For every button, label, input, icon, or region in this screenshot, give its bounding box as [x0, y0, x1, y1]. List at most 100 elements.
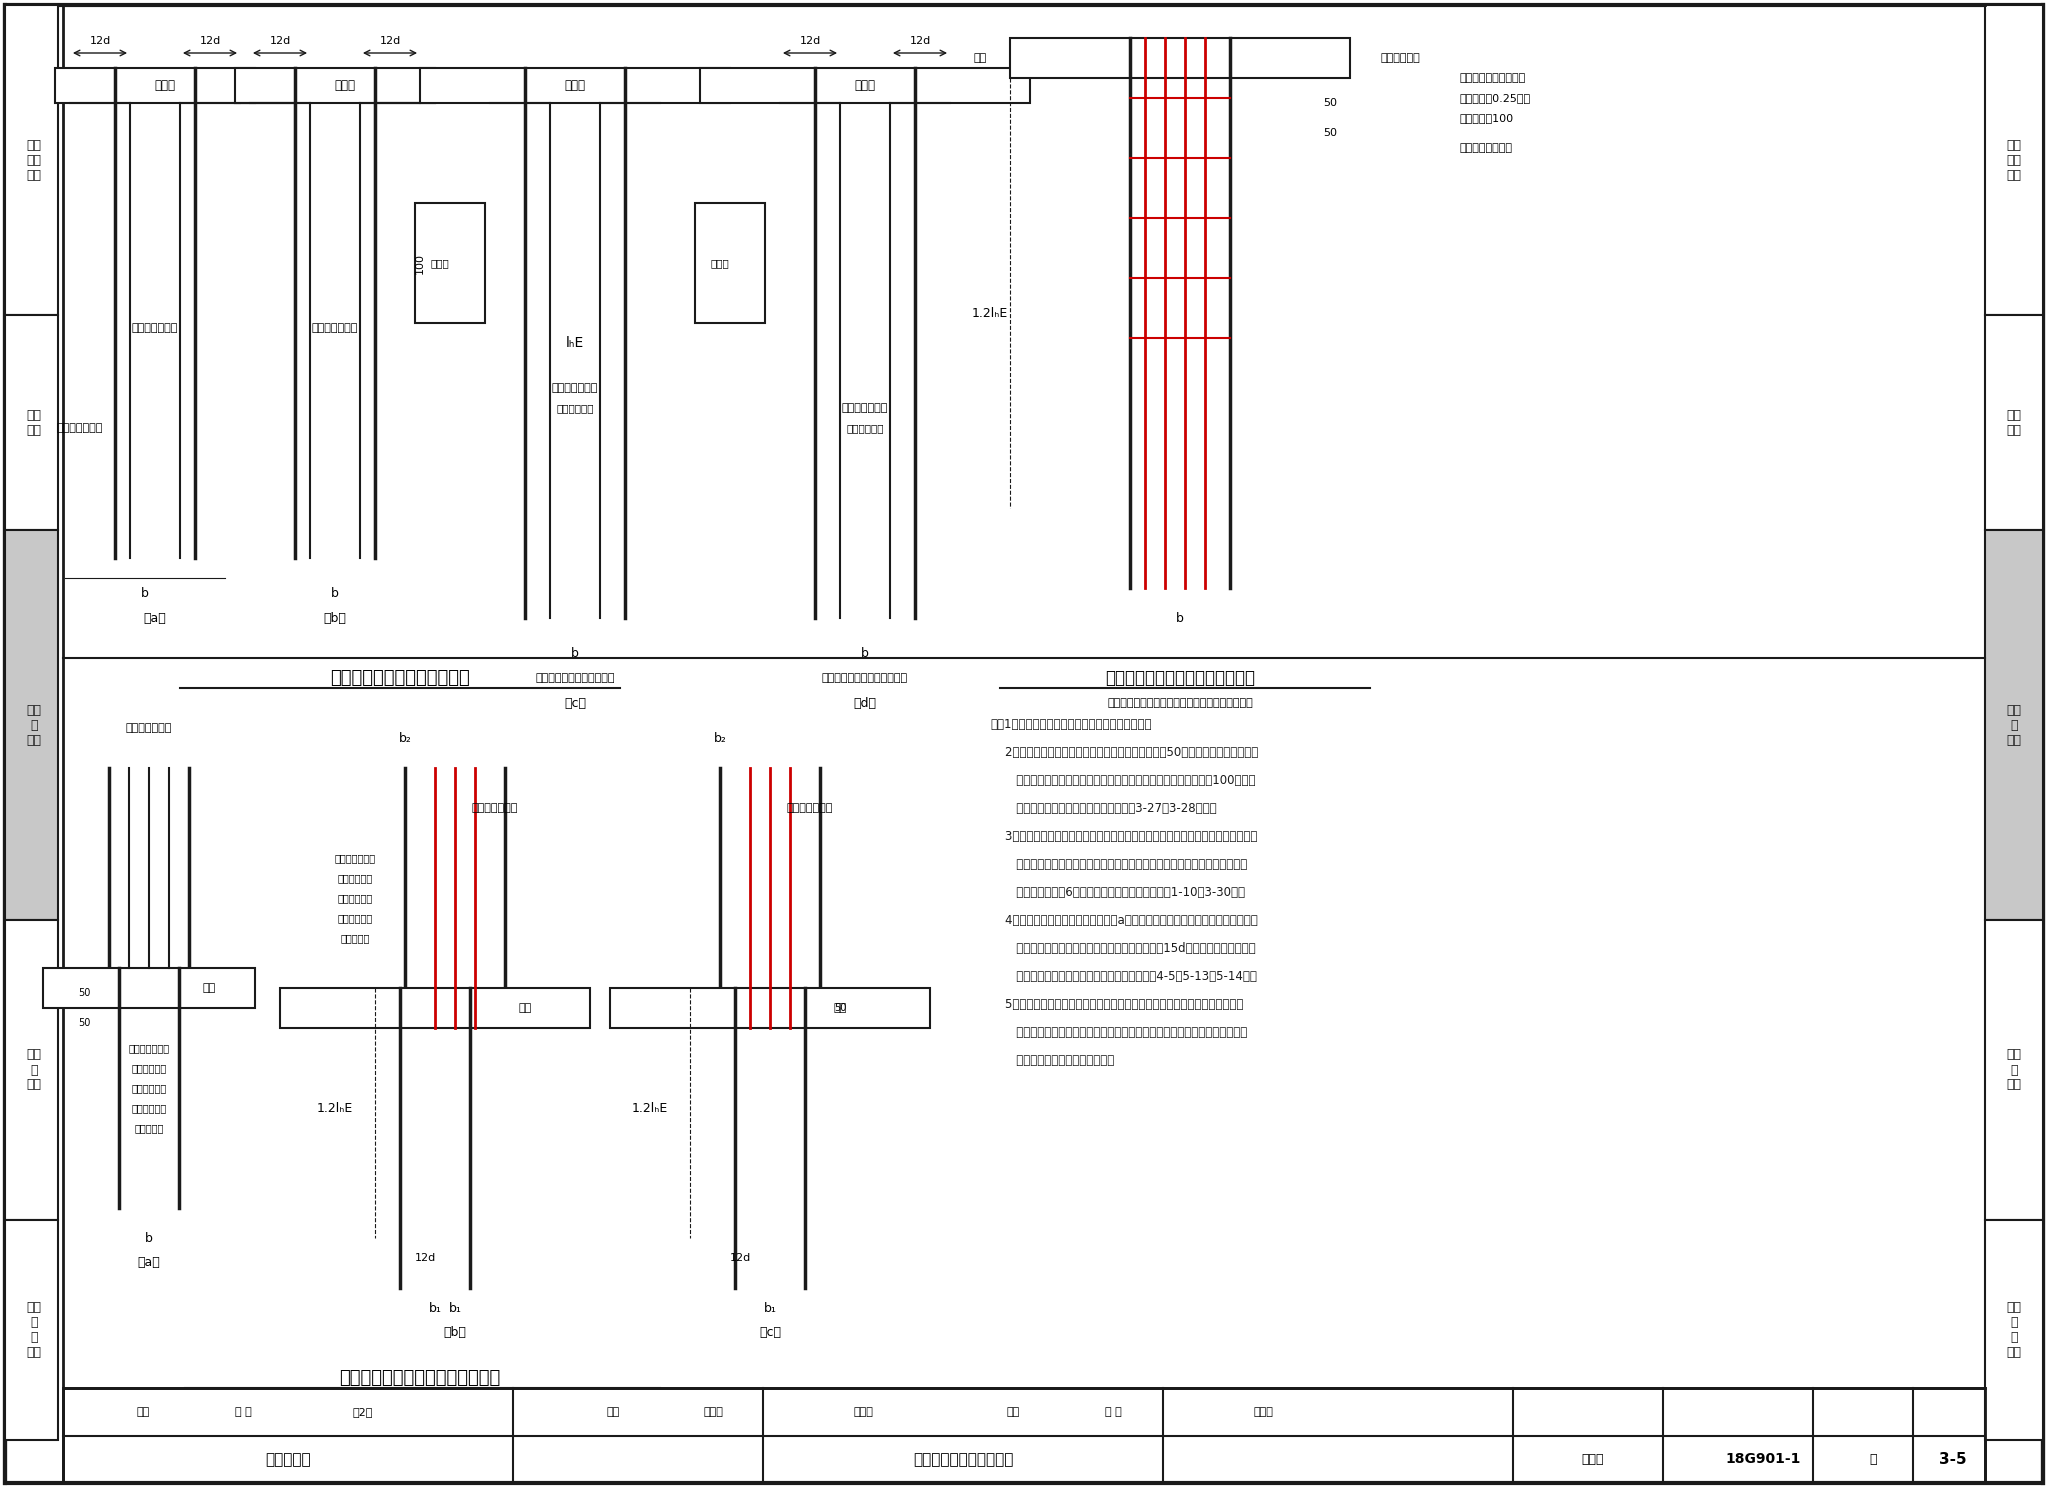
Text: 竖向钢筋搭接传力时，剪力墙外侧竖向钢筋弯折15d。楼（屋）面板与剪力: 竖向钢筋搭接传力时，剪力墙外侧竖向钢筋弯折15d。楼（屋）面板与剪力 — [989, 942, 1255, 955]
Bar — [4, 530, 57, 920]
Text: （不含端柱）: （不含端柱） — [557, 403, 594, 414]
Text: 边缘构件或墙身: 边缘构件或墙身 — [471, 804, 518, 812]
Bar — [55, 68, 256, 103]
Text: 位置不变，地: 位置不变，地 — [131, 1083, 166, 1094]
Text: 墙体外侧钢筋: 墙体外侧钢筋 — [131, 1062, 166, 1073]
Text: 室外地面位置，: 室外地面位置， — [334, 853, 375, 863]
Text: 剪力墙竖向钢筋构造详图: 剪力墙竖向钢筋构造详图 — [913, 1452, 1014, 1467]
Text: 室外地面位置，: 室外地面位置， — [129, 1043, 170, 1054]
Text: 图集号: 图集号 — [1581, 1452, 1604, 1466]
Bar — [420, 68, 729, 103]
Text: 间距不大于100: 间距不大于100 — [1460, 113, 1513, 124]
Text: 5．当剪力墙外侧剪室外地面上、下位置墙身尺寸不变，仅地面以下墙体混凝: 5．当剪力墙外侧剪室外地面上、下位置墙身尺寸不变，仅地面以下墙体混凝 — [989, 998, 1243, 1010]
Text: 12d: 12d — [199, 36, 221, 46]
Text: 1.2lₕE: 1.2lₕE — [317, 1101, 352, 1115]
Text: b: b — [141, 586, 150, 600]
Text: 屋面板: 屋面板 — [854, 79, 874, 92]
Text: 楼板: 楼板 — [203, 984, 215, 992]
Text: （梁高度满足直锚要求时）: （梁高度满足直锚要求时） — [535, 673, 614, 683]
Text: b₁: b₁ — [449, 1302, 461, 1314]
Text: 墙体外侧钢筋: 墙体外侧钢筋 — [338, 873, 373, 882]
Text: b: b — [332, 586, 338, 600]
Bar — [63, 1388, 1985, 1484]
Text: 边缘构件或墙身: 边缘构件或墙身 — [551, 382, 598, 393]
Bar — [43, 969, 256, 1007]
Bar — [4, 315, 57, 530]
Text: b: b — [1176, 612, 1184, 625]
Text: 50: 50 — [78, 988, 90, 998]
Text: 边缘构件或墙身: 边缘构件或墙身 — [786, 804, 834, 812]
Text: （梁高度不满足直锚要求时）: （梁高度不满足直锚要求时） — [821, 673, 907, 683]
Text: 剪力墙上起边缘构件纵筋排布构造: 剪力墙上起边缘构件纵筋排布构造 — [1106, 670, 1255, 687]
Text: 无梁
楼
盖
部分: 无梁 楼 盖 部分 — [2007, 1301, 2021, 1359]
Text: 保护层加厚: 保护层加厚 — [340, 933, 371, 943]
Text: 12d: 12d — [379, 36, 401, 46]
Bar — [4, 920, 57, 1220]
Text: 剪力墙竖向钢筋顶部构造详图: 剪力墙竖向钢筋顶部构造详图 — [330, 670, 469, 687]
Text: 12d: 12d — [90, 36, 111, 46]
Text: 楼板: 楼板 — [834, 1003, 846, 1013]
Bar — [1010, 39, 1350, 77]
Bar — [1985, 920, 2044, 1220]
Bar — [700, 68, 1030, 103]
Bar — [694, 202, 766, 323]
Text: （b）: （b） — [324, 612, 346, 625]
Text: 最上一排拉结筋位于层顶部板底（梁底）以下第一排水平分布筋位置处，拉: 最上一排拉结筋位于层顶部板底（梁底）以下第一排水平分布筋位置处，拉 — [989, 859, 1247, 870]
Text: 12d: 12d — [414, 1253, 436, 1263]
Text: 刘 簇: 刘 簇 — [236, 1406, 252, 1417]
Text: b: b — [571, 646, 580, 659]
Text: 18G901-1: 18G901-1 — [1724, 1452, 1800, 1466]
Text: 边框梁: 边框梁 — [430, 257, 449, 268]
Text: 一山川: 一山川 — [1253, 1406, 1274, 1417]
Text: 审核: 审核 — [137, 1406, 150, 1417]
Bar — [4, 4, 57, 315]
Text: 无梁
楼
盖
部分: 无梁 楼 盖 部分 — [27, 1301, 41, 1359]
Text: 一般
构造
要求: 一般 构造 要求 — [27, 138, 41, 182]
Text: b₂: b₂ — [399, 732, 412, 744]
Text: b: b — [145, 1232, 154, 1244]
Text: b₁: b₁ — [428, 1302, 442, 1314]
Text: 1.2lₕE: 1.2lₕE — [633, 1101, 668, 1115]
Text: 50: 50 — [1323, 98, 1337, 109]
Text: 50: 50 — [78, 1018, 90, 1028]
Text: 100: 100 — [416, 253, 426, 274]
Text: （错洞剪力墙过边缘构件做法需由设计人员指定）: （错洞剪力墙过边缘构件做法需由设计人员指定） — [1108, 698, 1253, 708]
Text: 12d: 12d — [729, 1253, 752, 1263]
Text: （c）: （c） — [760, 1326, 780, 1339]
Text: 剪力
墙
部分: 剪力 墙 部分 — [2007, 704, 2021, 747]
Text: （c）: （c） — [563, 696, 586, 710]
Text: b₂: b₂ — [713, 732, 727, 744]
Text: 3．剪力墙层高范围内下一排拉结筋位于底部板顶以上第二排水平分布筋位置处，: 3．剪力墙层高范围内下一排拉结筋位于底部板顶以上第二排水平分布筋位置处， — [989, 830, 1257, 844]
Text: （a）: （a） — [143, 612, 166, 625]
Bar — [1985, 315, 2044, 530]
Text: 钢筋直径的0.25倍，: 钢筋直径的0.25倍， — [1460, 94, 1532, 103]
Bar — [236, 68, 434, 103]
Text: 注：1．构件的具体尺寸及钢筋配置详见设计标注。: 注：1．构件的具体尺寸及钢筋配置详见设计标注。 — [989, 719, 1151, 731]
Text: （d）: （d） — [854, 696, 877, 710]
Text: 50: 50 — [834, 1003, 846, 1013]
Text: （b）: （b） — [444, 1326, 467, 1339]
Text: 3-5: 3-5 — [1939, 1452, 1966, 1467]
Text: 剪力墙部分: 剪力墙部分 — [264, 1452, 311, 1467]
Text: 框架
部分: 框架 部分 — [2007, 409, 2021, 436]
Text: 墙支座连接节点的钢筋排布详图详见本图集第4-5，5-13，5-14页。: 墙支座连接节点的钢筋排布详图详见本图集第4-5，5-13，5-14页。 — [989, 970, 1257, 984]
Text: 2．剪力墙层高范围内下一排水平分布筋距底部板顶50，当层顶位置设有宽度大: 2．剪力墙层高范围内下一排水平分布筋距底部板顶50，当层顶位置设有宽度大 — [989, 745, 1257, 759]
Text: 剪力墙变截面处竖向钢筋构造详图: 剪力墙变截面处竖向钢筋构造详图 — [340, 1369, 500, 1387]
Text: 普通
板
部分: 普通 板 部分 — [2007, 1049, 2021, 1092]
Text: 高志强: 高志强 — [702, 1406, 723, 1417]
Text: 楼板: 楼板 — [518, 1003, 532, 1013]
Text: 边缘构件或墙身: 边缘构件或墙身 — [311, 323, 358, 333]
Bar — [1985, 1220, 2044, 1440]
Text: 框架
部分: 框架 部分 — [27, 409, 41, 436]
Text: 保护层加厚: 保护层加厚 — [135, 1123, 164, 1132]
Text: 土保护层加厚时，宜采用不改变剪力墙竖向钢筋和水平钢筋位置、仅向外侧: 土保护层加厚时，宜采用不改变剪力墙竖向钢筋和水平钢筋位置、仅向外侧 — [989, 1027, 1247, 1039]
Text: 边缘构件或墙身: 边缘构件或墙身 — [57, 423, 102, 433]
Text: 剪力
墙
部分: 剪力 墙 部分 — [27, 704, 41, 747]
Text: 姚 刚: 姚 刚 — [1104, 1406, 1122, 1417]
Text: （a）: （a） — [137, 1256, 160, 1269]
Text: 箍筋直径应不小于纵向: 箍筋直径应不小于纵向 — [1460, 73, 1526, 83]
Bar — [1985, 530, 2044, 920]
Text: 面以下混凝土: 面以下混凝土 — [131, 1103, 166, 1113]
Text: 1.2lₕE: 1.2lₕE — [973, 307, 1008, 320]
Text: 边缘构件或墙身: 边缘构件或墙身 — [131, 323, 178, 333]
